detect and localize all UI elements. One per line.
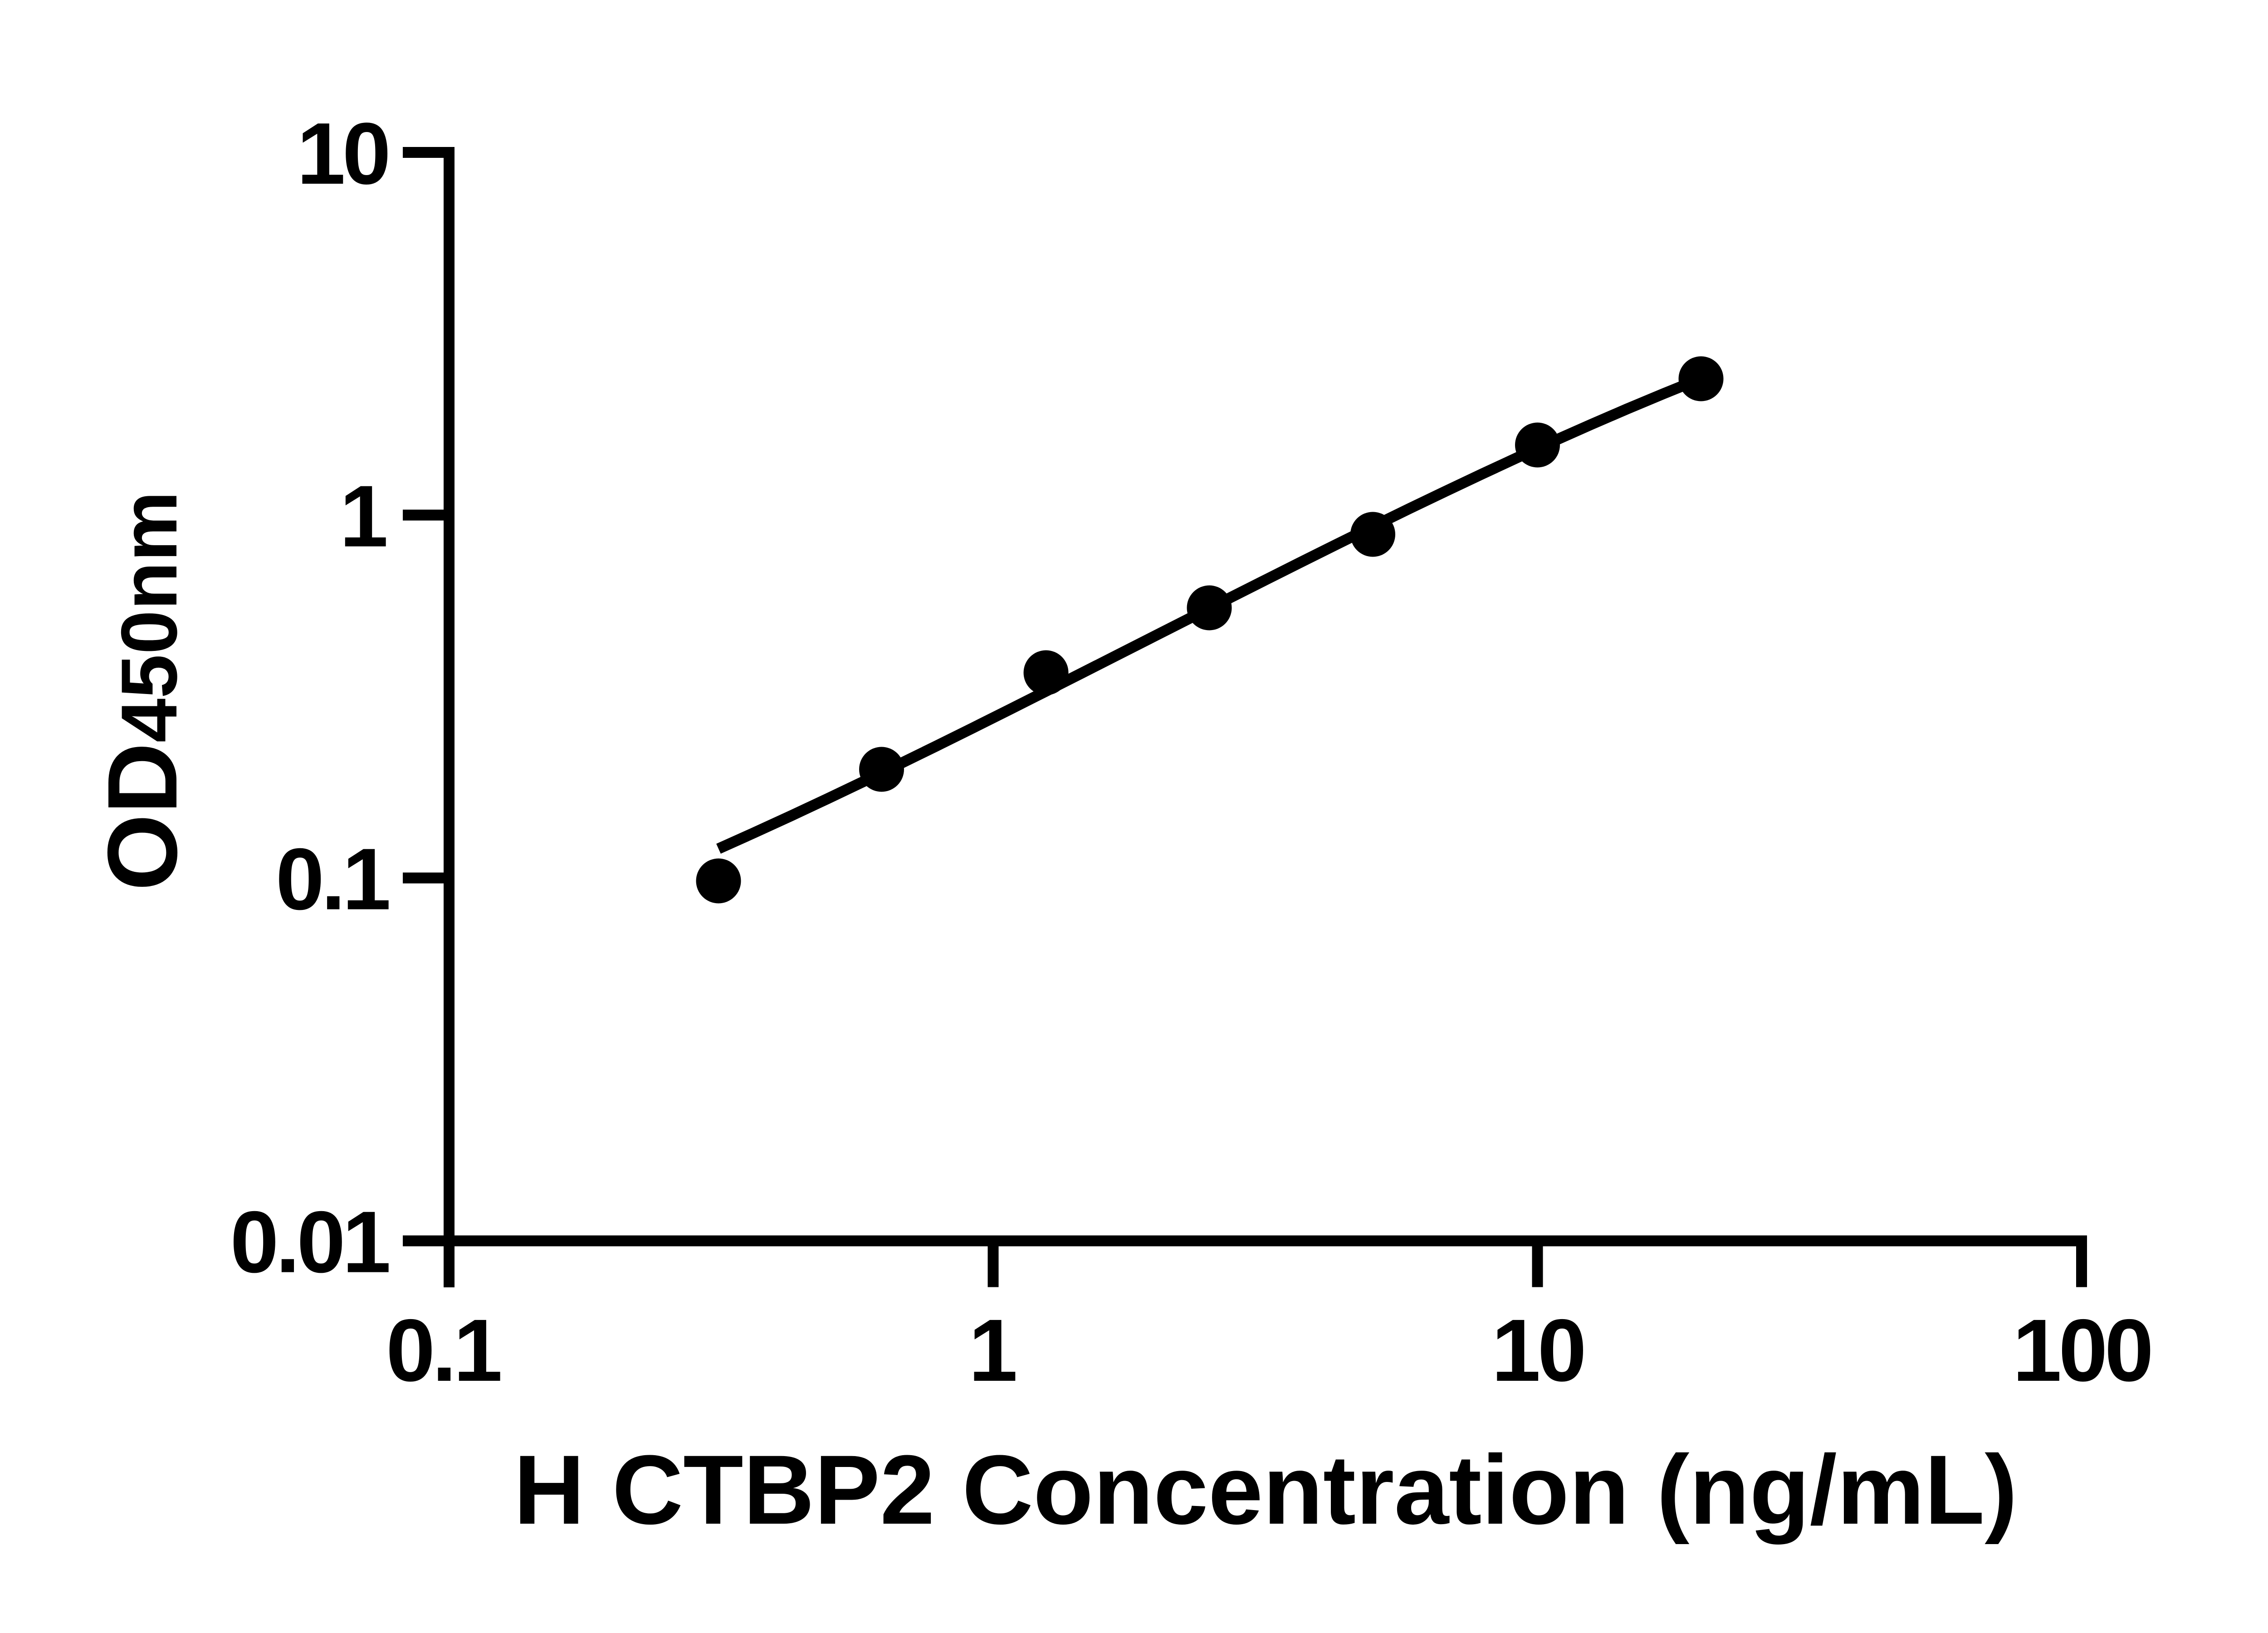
svg-text:10: 10 (1491, 1301, 1584, 1400)
svg-text:1: 1 (340, 467, 388, 565)
svg-text:0.1: 0.1 (276, 830, 389, 928)
svg-text:OD450nm: OD450nm (88, 491, 198, 891)
svg-text:10: 10 (297, 104, 388, 202)
svg-text:H CTBP2 Concentration (ng/mL): H CTBP2 Concentration (ng/mL) (513, 1435, 2017, 1545)
svg-text:0.01: 0.01 (230, 1193, 388, 1291)
svg-text:1: 1 (968, 1301, 1017, 1400)
svg-text:100: 100 (2013, 1301, 2151, 1400)
svg-text:0.1: 0.1 (386, 1301, 501, 1400)
